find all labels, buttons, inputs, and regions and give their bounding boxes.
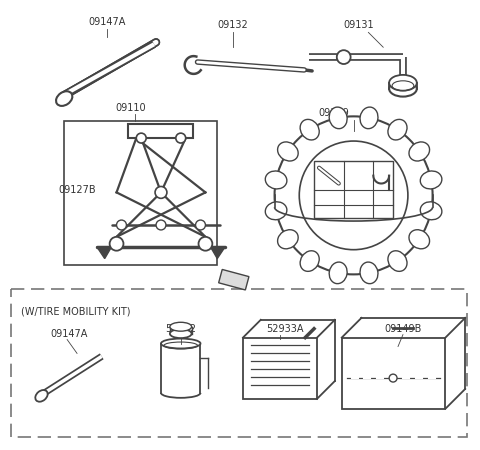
Circle shape bbox=[275, 117, 432, 274]
Circle shape bbox=[389, 374, 397, 382]
Text: 09110: 09110 bbox=[115, 104, 146, 113]
Ellipse shape bbox=[265, 202, 287, 220]
Bar bbox=[64, 122, 217, 265]
Circle shape bbox=[176, 133, 186, 143]
Ellipse shape bbox=[420, 202, 442, 220]
Bar bbox=[243, 338, 317, 399]
Circle shape bbox=[155, 186, 167, 198]
Ellipse shape bbox=[409, 230, 430, 249]
Ellipse shape bbox=[388, 119, 407, 140]
Bar bbox=[128, 124, 192, 138]
Text: 52933A: 52933A bbox=[266, 324, 303, 333]
Text: 09132: 09132 bbox=[218, 20, 249, 31]
Circle shape bbox=[117, 220, 126, 230]
Ellipse shape bbox=[360, 107, 378, 129]
Circle shape bbox=[337, 50, 350, 64]
Ellipse shape bbox=[360, 262, 378, 284]
Ellipse shape bbox=[389, 75, 417, 91]
Circle shape bbox=[136, 133, 146, 143]
Circle shape bbox=[299, 141, 408, 250]
Text: 09127B: 09127B bbox=[58, 185, 96, 195]
Bar bbox=[314, 161, 393, 218]
Text: 09147A: 09147A bbox=[50, 328, 88, 338]
Circle shape bbox=[109, 237, 123, 251]
Ellipse shape bbox=[388, 251, 407, 271]
Circle shape bbox=[156, 220, 166, 230]
Text: 09149B: 09149B bbox=[384, 324, 421, 333]
Bar bbox=[219, 270, 249, 290]
Ellipse shape bbox=[409, 142, 430, 161]
Text: 09129: 09129 bbox=[318, 108, 349, 118]
Ellipse shape bbox=[329, 107, 347, 129]
Ellipse shape bbox=[277, 230, 298, 249]
Ellipse shape bbox=[389, 81, 417, 97]
Ellipse shape bbox=[277, 142, 298, 161]
Ellipse shape bbox=[300, 251, 319, 271]
Text: 09131: 09131 bbox=[343, 20, 374, 31]
Ellipse shape bbox=[300, 119, 319, 140]
Ellipse shape bbox=[56, 91, 72, 106]
Polygon shape bbox=[97, 247, 112, 259]
Ellipse shape bbox=[420, 171, 442, 189]
Text: (W/TIRE MOBILITY KIT): (W/TIRE MOBILITY KIT) bbox=[21, 307, 130, 317]
Ellipse shape bbox=[265, 171, 287, 189]
Bar bbox=[342, 338, 445, 409]
Text: 52932: 52932 bbox=[165, 324, 196, 333]
Polygon shape bbox=[210, 247, 225, 259]
Ellipse shape bbox=[329, 262, 347, 284]
Circle shape bbox=[195, 220, 205, 230]
Ellipse shape bbox=[170, 329, 192, 338]
Circle shape bbox=[199, 237, 212, 251]
Ellipse shape bbox=[36, 390, 48, 402]
Ellipse shape bbox=[161, 338, 201, 348]
Text: 09147A: 09147A bbox=[88, 18, 125, 27]
Ellipse shape bbox=[170, 322, 192, 331]
